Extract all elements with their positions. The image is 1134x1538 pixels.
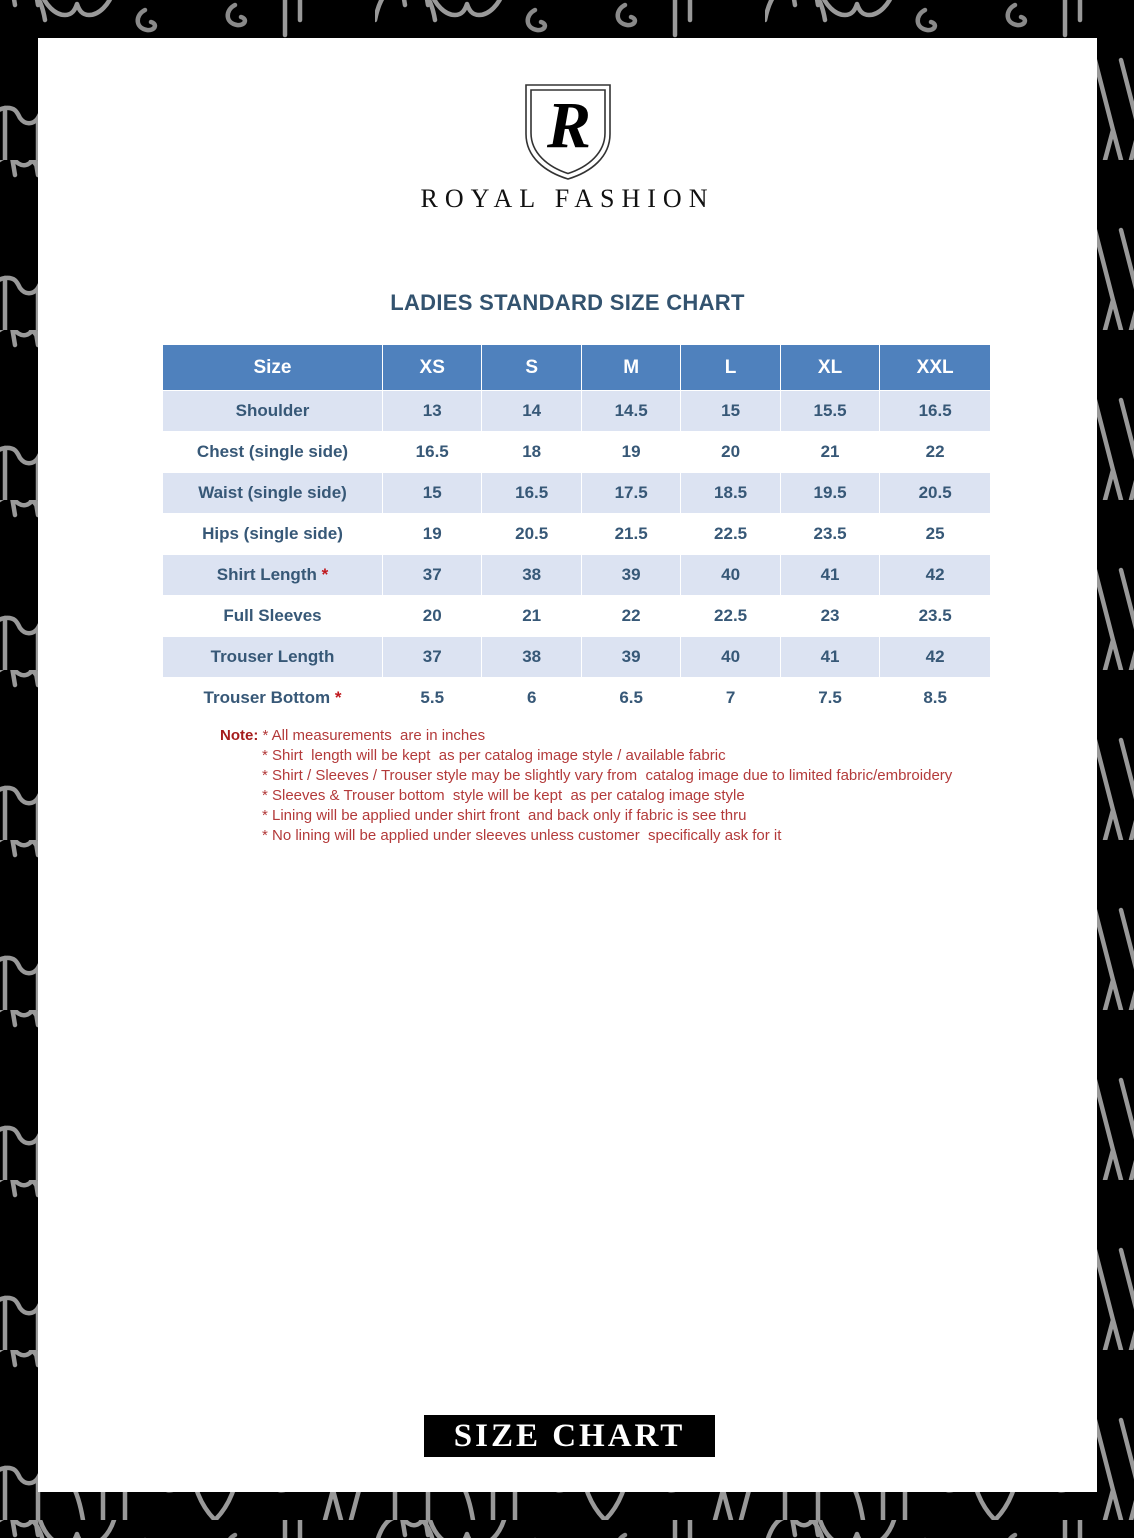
svg-text:R: R [545,89,588,162]
